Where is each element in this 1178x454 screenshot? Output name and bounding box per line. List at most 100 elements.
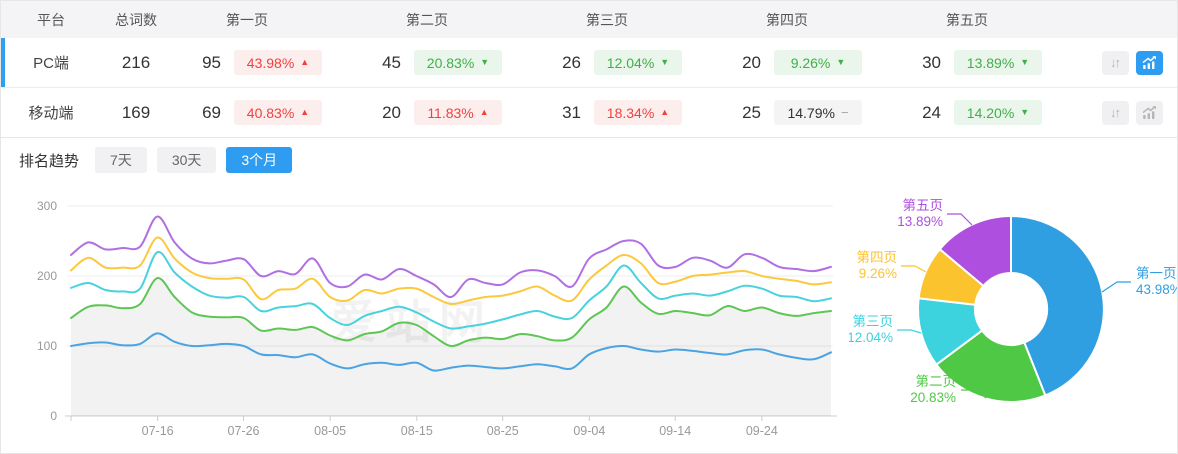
page-4-count: 25	[742, 102, 761, 122]
header-page-2: 第二页	[406, 11, 448, 28]
donut-label-percent: 13.89%	[897, 214, 943, 229]
sort-button[interactable]: ↓↑	[1102, 100, 1129, 125]
donut-label-line	[1101, 281, 1131, 293]
rank-table-header: 平台 总词数 第一页 第二页 第三页 第四页 第五页	[1, 1, 1177, 38]
trend-chart-button[interactable]	[1136, 100, 1163, 125]
active-row-indicator	[1, 38, 5, 87]
donut-slice-第二页	[934, 329, 1047, 403]
page-2-cell: 20 11.83% ▲	[351, 100, 531, 125]
x-axis-label: 08-15	[401, 424, 433, 438]
page-2-change-badge: 11.83% ▲	[414, 100, 502, 125]
page-3-change-badge: 12.04% ▼	[594, 50, 682, 75]
change-percent: 14.20%	[966, 104, 1015, 121]
platform-row[interactable]: 移动端 169 69 40.83% ▲ 20 11.83% ▲ 31 18.34% ▲ 25 14.79…	[1, 87, 1177, 138]
trend-chart-icon	[1142, 55, 1156, 69]
page-2-count: 45	[382, 52, 401, 72]
donut-label-percent: 9.26%	[859, 266, 897, 281]
charts-area: 爱站网 0 100 200 300 07-16 07-26 08-05 08-15 08-25 0…	[1, 182, 1178, 453]
area-fill-第二页	[71, 278, 831, 416]
total-keywords-count: 216	[121, 52, 151, 72]
page-5-change-badge: 14.20% ▼	[954, 100, 1042, 125]
trend-chart-button[interactable]	[1136, 50, 1163, 75]
page-4-cell: 25 14.79% −	[711, 100, 891, 125]
donut-label-line	[947, 213, 973, 226]
donut-slice-第五页	[938, 214, 1012, 288]
platform-row[interactable]: PC端 216 95 43.98% ▲ 45 20.83% ▼ 26 12.04% ▼ 20 9.26%…	[1, 38, 1177, 87]
change-percent: 9.26%	[790, 54, 831, 71]
change-percent: 12.04%	[606, 54, 655, 71]
x-axis-label: 08-05	[314, 424, 346, 438]
donut-label-name: 第一页	[1136, 265, 1177, 281]
change-percent: 13.89%	[966, 54, 1015, 71]
trend-range-tabs: 7天 30天 3个月	[95, 147, 302, 173]
x-axis-label: 07-26	[228, 424, 260, 438]
page-3-cell: 26 12.04% ▼	[531, 50, 711, 75]
page-3-count: 26	[562, 52, 581, 72]
page-1-count: 69	[202, 102, 221, 122]
page-4-change-badge: 9.26% ▼	[774, 50, 862, 75]
header-platform: 平台	[37, 11, 65, 28]
page-3-count: 31	[562, 102, 581, 122]
x-axis-label: 08-25	[487, 424, 519, 438]
row-actions: ↓↑	[1071, 50, 1177, 75]
y-axis-label: 100	[37, 339, 57, 353]
flat-dash-icon: −	[840, 105, 849, 120]
header-page-3: 第三页	[586, 11, 628, 28]
donut-label-percent: 43.98%	[1136, 282, 1178, 297]
sort-button[interactable]: ↓↑	[1102, 50, 1129, 75]
y-axis-label: 300	[37, 199, 57, 213]
change-percent: 14.79%	[787, 104, 835, 121]
trend-line-第一页	[70, 332, 832, 372]
change-percent: 18.34%	[606, 104, 655, 121]
sort-arrows-icon: ↓↑	[1110, 105, 1121, 120]
change-percent: 43.98%	[246, 54, 295, 71]
trend-chart-icon	[1142, 105, 1156, 119]
header-page-1: 第一页	[226, 11, 268, 28]
y-axis-label: 0	[50, 409, 57, 423]
donut-label-name: 第五页	[903, 197, 944, 213]
trend-tab-3months[interactable]: 3个月	[226, 147, 293, 173]
page-1-change-badge: 43.98% ▲	[234, 50, 322, 75]
donut-label-line	[897, 329, 922, 334]
up-arrow-icon: ▲	[660, 107, 670, 117]
page-4-change-badge: 14.79% −	[774, 100, 862, 125]
trend-line-第三页	[70, 251, 832, 330]
trend-toolbar: 排名趋势 7天 30天 3个月	[1, 138, 1177, 182]
total-keywords-count: 169	[121, 102, 151, 122]
up-arrow-icon: ▲	[300, 107, 310, 117]
trend-tab-30days[interactable]: 30天	[156, 147, 217, 173]
page-4-cell: 20 9.26% ▼	[711, 50, 891, 75]
platform-name: 移动端	[28, 105, 74, 122]
donut-label-name: 第三页	[853, 313, 894, 329]
trend-line-第二页	[70, 277, 832, 348]
trend-tab-7days[interactable]: 7天	[95, 147, 147, 173]
up-arrow-icon: ▲	[300, 57, 310, 67]
donut-label-line	[961, 389, 987, 399]
page-2-cell: 45 20.83% ▼	[351, 50, 531, 75]
page-4-count: 20	[742, 52, 761, 72]
page-1-count: 95	[202, 52, 221, 72]
rank-trend-line-chart: 0 100 200 300 07-16 07-26 08-05 08-15 08-25 09-04…	[37, 199, 837, 438]
donut-label-name: 第四页	[857, 249, 898, 265]
donut-label-percent: 20.83%	[910, 390, 956, 405]
page-distribution-container: 第一页 43.98% 第二页 20.83% 第三页 12.04% 第四页 9.26% 第五页 13…	[847, 182, 1178, 453]
change-percent: 11.83%	[427, 104, 474, 121]
page-1-cell: 69 40.83% ▲	[171, 100, 351, 125]
header-page-4: 第四页	[766, 11, 808, 28]
page-2-count: 20	[382, 102, 401, 122]
header-total-keywords: 总词数	[115, 11, 157, 28]
trend-section-title: 排名趋势	[19, 152, 80, 170]
page-3-change-badge: 18.34% ▲	[594, 100, 682, 125]
page-1-change-badge: 40.83% ▲	[234, 100, 322, 125]
down-arrow-icon: ▼	[1020, 107, 1030, 117]
active-row-indicator	[1, 88, 5, 137]
rank-trend-chart-container: 爱站网 0 100 200 300 07-16 07-26 08-05 08-15 08-25 0…	[1, 182, 849, 453]
page-5-cell: 30 13.89% ▼	[891, 50, 1071, 75]
donut-slice-第一页	[1010, 214, 1105, 397]
page-2-change-badge: 20.83% ▼	[414, 50, 502, 75]
x-axis-label: 09-14	[659, 424, 691, 438]
trend-line-第四页	[70, 236, 832, 306]
page-5-count: 30	[922, 52, 941, 72]
